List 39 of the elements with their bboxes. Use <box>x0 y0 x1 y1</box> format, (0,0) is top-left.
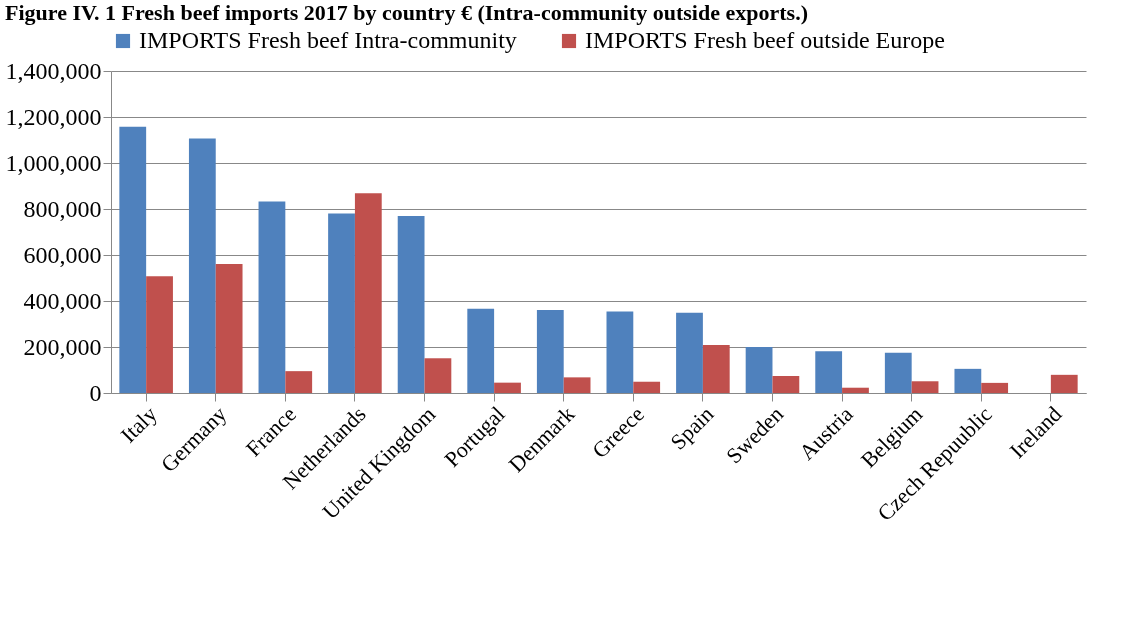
bar <box>702 344 730 393</box>
bar <box>215 263 243 393</box>
bar <box>676 312 703 393</box>
chart-title: Figure IV. 1 Fresh beef imports 2017 by country € (Intra-community outside exports.) <box>5 0 808 25</box>
y-tick-label: 800,000 <box>23 195 102 222</box>
y-tick-label: 0 <box>89 379 102 406</box>
bar <box>1050 374 1078 393</box>
legend-label: IMPORTS Fresh beef outside Europe <box>585 27 945 53</box>
bar <box>146 276 173 393</box>
bar <box>606 311 634 393</box>
bar <box>258 201 286 393</box>
y-tick-label: 1,000,000 <box>5 149 102 176</box>
bar <box>424 358 452 393</box>
bar <box>119 126 147 393</box>
bar <box>911 381 939 393</box>
bar <box>188 138 216 393</box>
bar <box>772 375 800 393</box>
y-tick-label: 1,200,000 <box>5 103 102 130</box>
bar <box>815 351 843 393</box>
bar <box>633 381 661 393</box>
legend-label: IMPORTS Fresh beef Intra-community <box>139 27 517 53</box>
bar <box>354 193 382 393</box>
bar <box>842 387 869 393</box>
y-tick-label: 200,000 <box>23 333 102 360</box>
bar <box>981 382 1009 393</box>
bar <box>467 308 495 393</box>
y-tick-label: 600,000 <box>23 241 102 268</box>
bar <box>536 309 564 393</box>
bar <box>745 347 773 393</box>
bar <box>954 368 982 393</box>
bar <box>285 371 313 393</box>
x-tick-label: Italy <box>115 401 162 448</box>
bar <box>884 352 912 393</box>
bar <box>494 382 521 393</box>
y-tick-label: 400,000 <box>23 287 102 314</box>
bar <box>397 215 425 393</box>
bar <box>328 213 355 393</box>
bar <box>563 377 591 393</box>
y-tick-label: 1,400,000 <box>5 57 102 84</box>
